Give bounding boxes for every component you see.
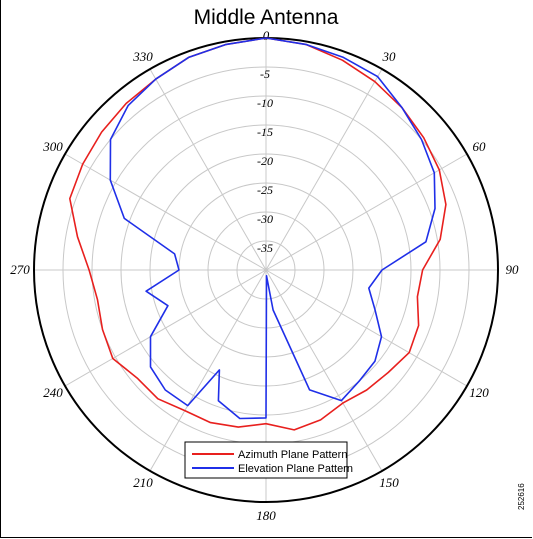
angle-tick-label: 240 (43, 385, 63, 400)
angle-tick-label: 0 (263, 28, 270, 43)
grid-spoke (265, 153, 468, 271)
grid-spoke (265, 269, 383, 472)
angle-tick-labels: 0 30 60 90 120 150 180 210 240 270 300 330 (10, 28, 519, 523)
angle-tick-label: 90 (506, 262, 520, 277)
grid-spoke (64, 153, 267, 271)
figure-id: 252616 (517, 483, 526, 510)
legend-label-azimuth: Azimuth Plane Pattern (238, 449, 347, 461)
angle-tick-label: 270 (10, 262, 30, 277)
angle-tick-label: 330 (132, 49, 153, 64)
legend: Azimuth Plane Pattern Elevation Plane Pa… (184, 441, 353, 479)
grid-spoke (149, 269, 267, 472)
series-layer (69, 37, 447, 431)
radial-tick-label: -30 (257, 212, 273, 226)
grid-spoke (265, 68, 383, 271)
angle-tick-label: 30 (382, 49, 397, 64)
angle-tick-label: 60 (473, 139, 487, 154)
radial-tick-label: -5 (260, 67, 270, 81)
legend-label-elevation: Elevation Plane Pattern (238, 463, 353, 475)
angle-tick-label: 120 (469, 385, 489, 400)
series-line-elevation (109, 37, 436, 420)
angle-tick-label: 180 (256, 508, 276, 523)
radial-tick-label: -35 (257, 241, 273, 255)
radial-tick-label: -20 (257, 154, 273, 168)
grid-spoke (265, 269, 468, 387)
radial-tick-labels: -5 -10 -15 -20 -25 -30 -35 (257, 67, 273, 255)
legend-box (184, 441, 348, 479)
angle-tick-label: 210 (133, 475, 153, 490)
series-line-azimuth (69, 37, 447, 431)
grid-spoke (64, 269, 267, 387)
angle-tick-label: 150 (379, 475, 399, 490)
chart-title: Middle Antenna (194, 6, 339, 29)
radial-tick-label: -15 (257, 125, 273, 139)
radial-tick-label: -10 (257, 96, 273, 110)
radial-tick-label: -25 (257, 183, 273, 197)
grid-spoke (149, 68, 267, 271)
angle-tick-label: 300 (42, 139, 63, 154)
